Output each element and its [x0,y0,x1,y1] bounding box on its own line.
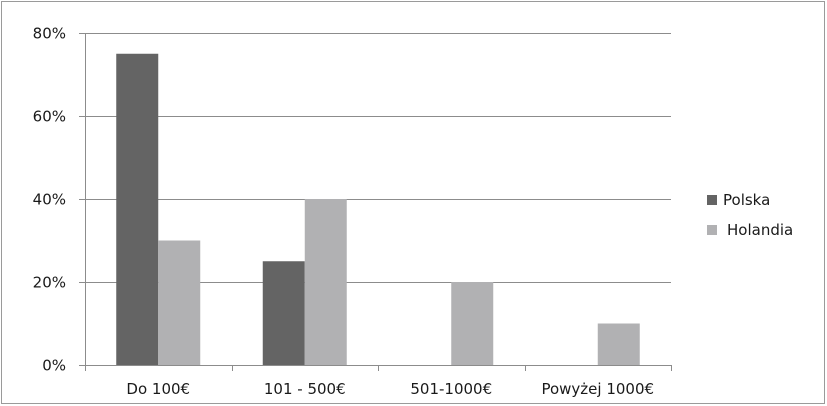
legend-label-polska: Polska [723,191,771,209]
x-tick-label: 101 - 500€ [264,380,346,398]
bar-holandia-3 [451,282,494,365]
axes [79,33,672,371]
bar-polska-1 [116,53,159,365]
bars [116,53,640,365]
y-tick-label: 80% [33,25,66,43]
legend-swatch-holandia [707,225,717,235]
y-tick-label: 0% [42,357,66,375]
gridlines [85,33,671,283]
x-tick-label: Do 100€ [126,380,190,398]
bar-holandia-1 [158,240,201,365]
tick-labels: 0% 20% 40% 60% 80% Do 100€ 101 - 500€ 501-1000€… [33,25,654,399]
x-tick-label: Powyżej 1000€ [541,380,654,398]
bar-holandia-2 [304,199,347,365]
x-tick-label: 501-1000€ [410,380,492,398]
legend-item-holandia: Holandia [707,215,793,245]
y-tick-label: 60% [33,108,66,126]
bar-polska-2 [262,261,305,365]
legend: Polska Holandia [707,185,793,245]
y-tick-label: 20% [33,274,66,292]
legend-swatch-polska [707,195,717,205]
bar-holandia-4 [597,323,640,365]
legend-item-polska: Polska [707,185,793,215]
y-tick-label: 40% [33,191,66,209]
legend-label-holandia: Holandia [727,221,794,239]
